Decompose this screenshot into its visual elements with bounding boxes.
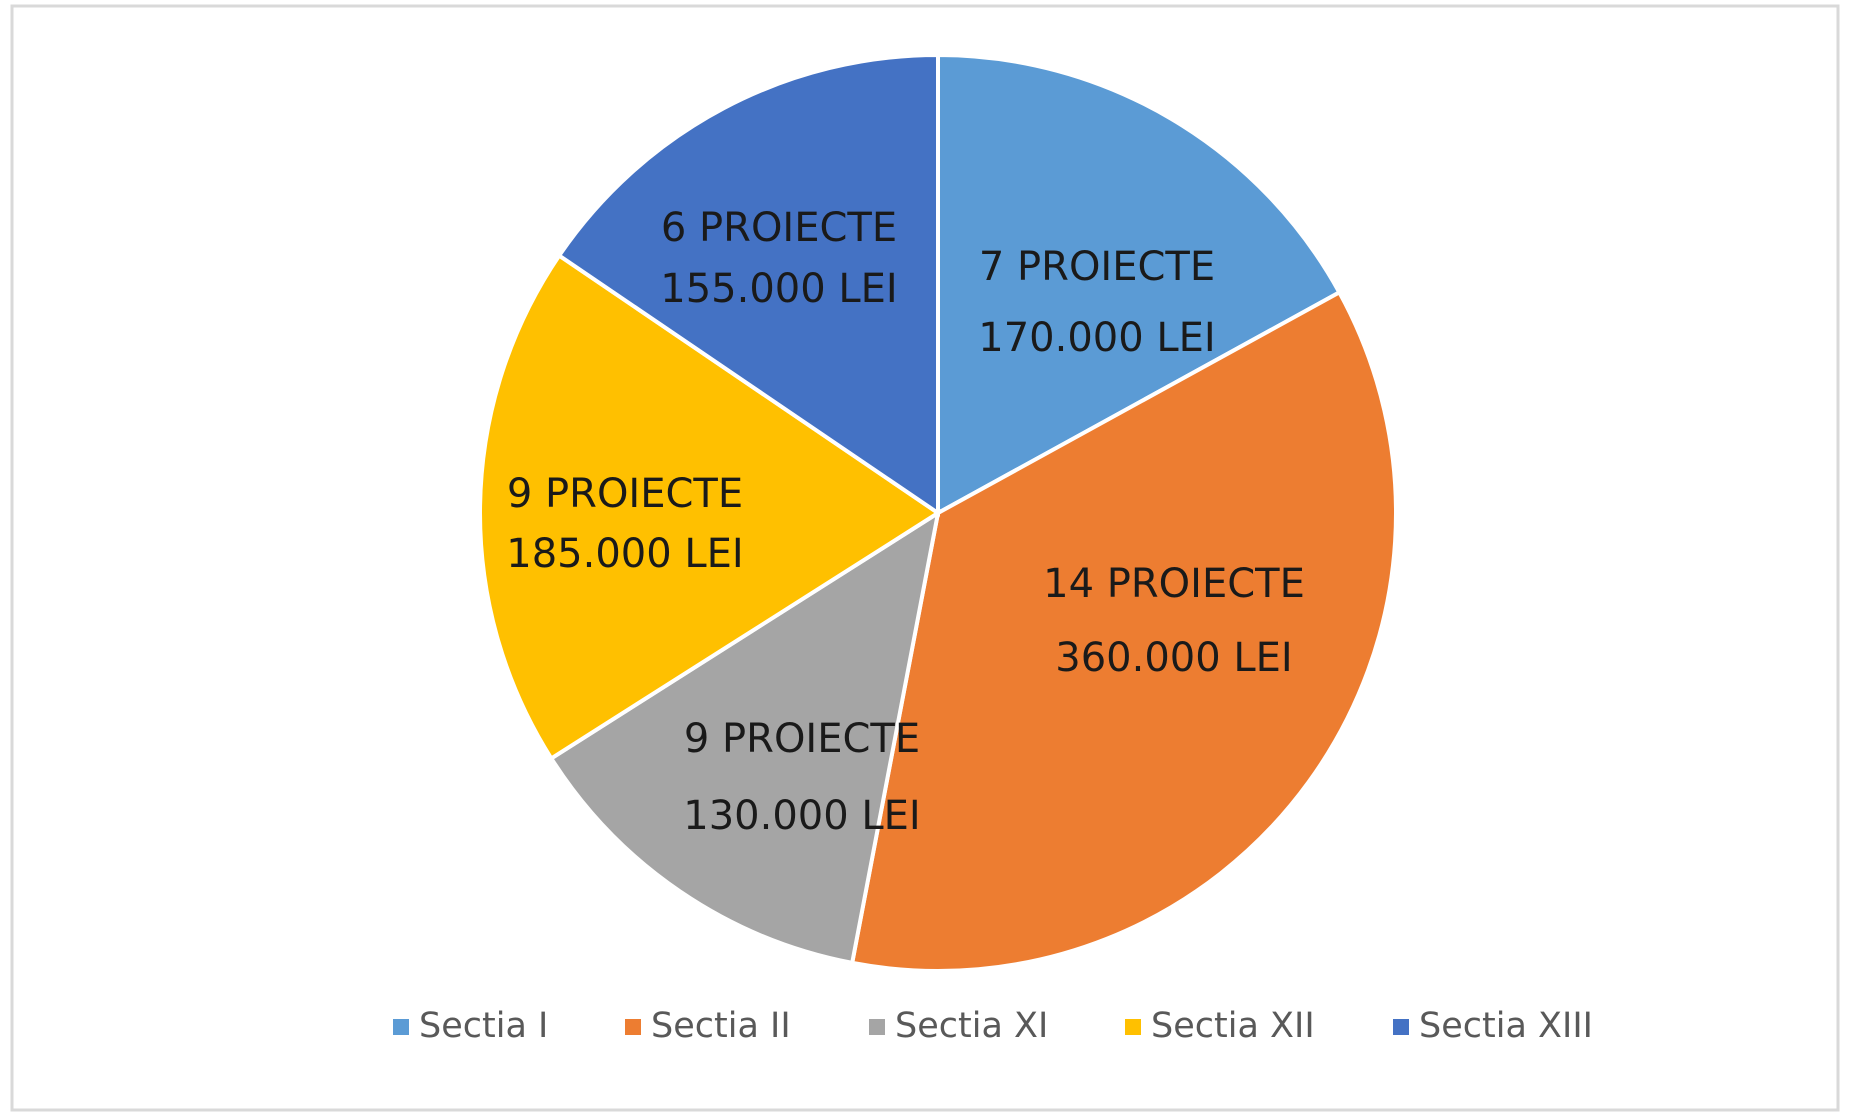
legend-swatch bbox=[869, 1019, 885, 1035]
legend-label: Sectia I bbox=[419, 1006, 548, 1046]
slice-value-label: 170.000 LEI bbox=[978, 315, 1215, 361]
slice-value-label: 360.000 LEI bbox=[1055, 635, 1292, 681]
legend-swatch bbox=[393, 1019, 409, 1035]
legend-label: Sectia II bbox=[651, 1006, 791, 1046]
slice-project-label: 9 PROIECTE bbox=[507, 471, 743, 517]
legend-label: Sectia XIII bbox=[1419, 1006, 1593, 1046]
legend-label: Sectia XII bbox=[1151, 1006, 1315, 1046]
slice-project-label: 7 PROIECTE bbox=[979, 244, 1215, 290]
slice-value-label: 130.000 LEI bbox=[683, 793, 920, 839]
pie-slice bbox=[548, 508, 941, 966]
legend-swatch bbox=[625, 1019, 641, 1035]
pie-slice bbox=[556, 52, 940, 517]
slice-value-label: 185.000 LEI bbox=[506, 531, 743, 577]
pie-slice bbox=[936, 52, 1343, 517]
legend-swatch bbox=[1393, 1019, 1409, 1035]
slice-project-label: 6 PROIECTE bbox=[661, 205, 897, 251]
pie-slice bbox=[849, 289, 1398, 973]
legend-swatch bbox=[1125, 1019, 1141, 1035]
slice-project-label: 9 PROIECTE bbox=[684, 716, 920, 762]
pie-slice bbox=[478, 252, 942, 762]
slice-value-label: 155.000 LEI bbox=[660, 266, 897, 312]
legend-label: Sectia XI bbox=[895, 1006, 1048, 1046]
slice-project-label: 14 PROIECTE bbox=[1043, 561, 1305, 607]
